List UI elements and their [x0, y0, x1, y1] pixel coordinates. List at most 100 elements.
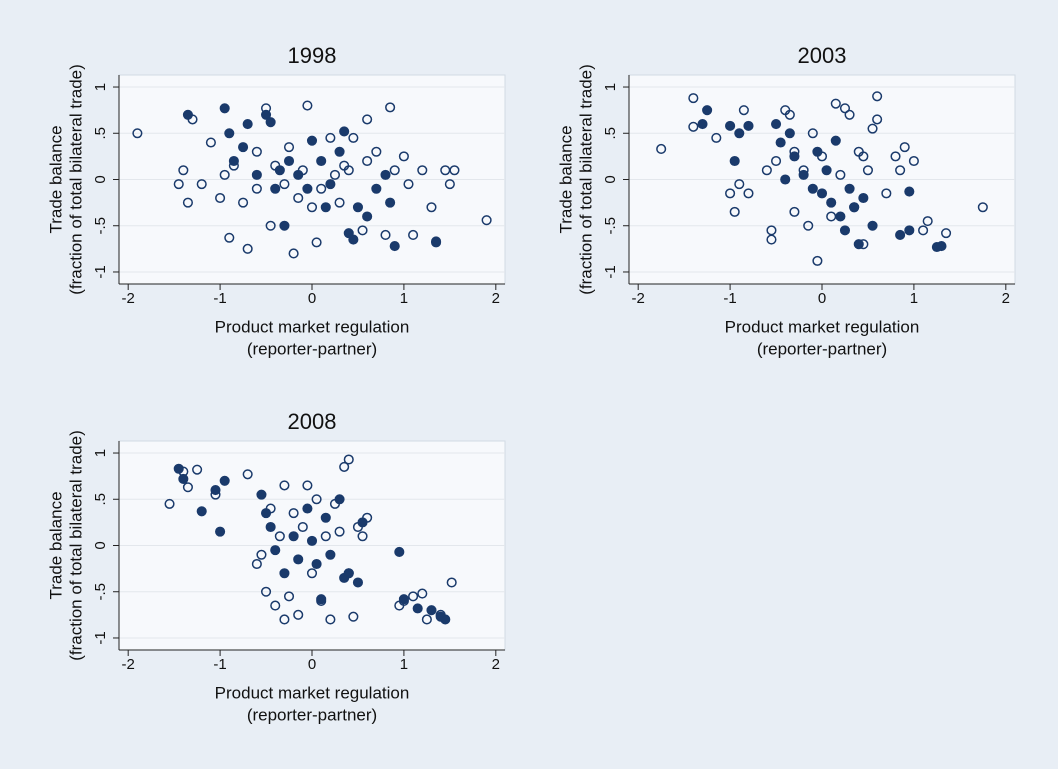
point [371, 146, 382, 157]
x-tick-label: 0 [818, 290, 826, 307]
point [849, 202, 860, 213]
point [398, 594, 409, 605]
point [348, 611, 359, 622]
point [306, 135, 318, 146]
point [830, 135, 841, 146]
point [173, 179, 184, 190]
point [334, 526, 345, 537]
point [357, 517, 368, 528]
point [334, 494, 345, 505]
point [770, 118, 782, 130]
point [316, 155, 327, 167]
point [339, 160, 350, 171]
point [729, 155, 740, 167]
point [380, 229, 391, 241]
point [734, 128, 745, 139]
point [242, 118, 253, 130]
point [274, 165, 285, 176]
point [260, 586, 272, 597]
point [830, 98, 841, 109]
point [426, 605, 437, 616]
x-tick-label: -2 [122, 290, 135, 307]
point [182, 482, 193, 493]
x-tick-label: -2 [632, 290, 645, 307]
y-axis-label: Trade balance [556, 125, 575, 233]
point [807, 183, 818, 194]
panel-title: 2003 [798, 43, 847, 68]
point [293, 192, 304, 204]
point [895, 229, 906, 241]
point [729, 206, 740, 217]
point [283, 142, 295, 153]
y-axis-label: Trade balance [46, 491, 65, 599]
point [688, 121, 699, 132]
point [210, 484, 221, 496]
point [288, 248, 299, 259]
point [238, 197, 249, 208]
point [807, 128, 818, 139]
point [251, 146, 262, 157]
point [812, 146, 823, 157]
point [867, 123, 878, 134]
y-axis-label: (fraction of total bilateral trade) [66, 430, 85, 661]
point [711, 132, 722, 143]
x-tick-label: -1 [723, 290, 736, 307]
point [215, 192, 226, 204]
y-tick-label: -1 [92, 631, 109, 644]
point [775, 137, 786, 148]
point [320, 531, 331, 542]
x-axis-label: Product market regulation [725, 317, 920, 336]
y-tick-label: -.5 [92, 217, 109, 235]
x-axis-label: Product market regulation [215, 317, 410, 336]
point [256, 549, 267, 560]
point [890, 151, 901, 162]
x-tick-label: 2 [1002, 290, 1010, 307]
point [182, 109, 193, 120]
point [339, 461, 350, 472]
point [306, 568, 318, 579]
point [449, 165, 460, 176]
point [904, 186, 915, 197]
point [279, 179, 290, 190]
x-axis-label: (reporter-partner) [757, 339, 887, 358]
point [242, 469, 253, 480]
point [417, 165, 428, 176]
point [357, 225, 368, 236]
point [297, 521, 308, 533]
y-tick-label: -.5 [602, 217, 619, 235]
point [862, 165, 874, 176]
point [256, 489, 267, 500]
point [343, 568, 354, 579]
point [922, 216, 933, 227]
y-tick-label: -1 [602, 265, 619, 278]
point [339, 126, 350, 137]
point [302, 503, 313, 514]
point [293, 554, 304, 565]
point [697, 118, 708, 130]
point [385, 102, 396, 113]
point [816, 188, 828, 199]
point [421, 614, 432, 625]
point [348, 132, 359, 143]
point [380, 169, 391, 180]
point [784, 128, 795, 139]
point [302, 480, 313, 491]
point [385, 197, 396, 208]
point [224, 128, 235, 139]
point [426, 202, 437, 213]
point [311, 237, 322, 248]
y-tick-label: .5 [92, 493, 109, 506]
point [844, 183, 855, 194]
point [334, 146, 345, 157]
point [389, 241, 400, 252]
x-tick-label: 2 [492, 290, 500, 307]
point [417, 588, 428, 599]
point [803, 220, 814, 231]
point [178, 165, 189, 176]
point [219, 475, 230, 486]
point [325, 614, 336, 625]
y-tick-label: -.5 [92, 583, 109, 601]
point [173, 463, 184, 474]
point [858, 192, 869, 204]
